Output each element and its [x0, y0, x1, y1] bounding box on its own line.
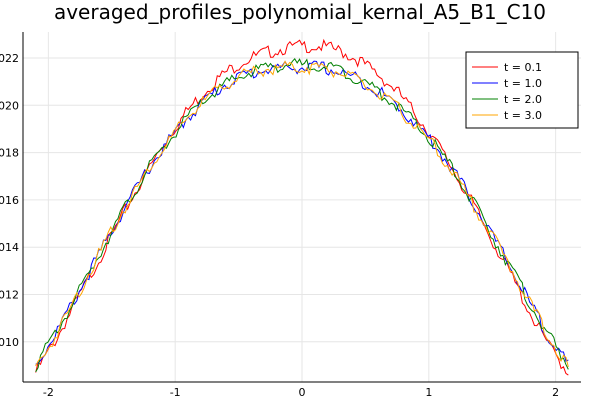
legend: t = 0.1 t = 1.0 t = 2.0 t = 3.0: [465, 51, 579, 129]
y-tick-label: 1.014: [0, 241, 19, 254]
series-line-4: [35, 60, 569, 368]
legend-label: t = 3.0: [504, 109, 542, 122]
x-tick-label: 0: [299, 386, 306, 399]
axes: [22, 32, 581, 383]
legend-label: t = 2.0: [504, 93, 542, 106]
tick-labels: -2 -1 0 1 2 1.010 1.012 1.014 1.016 1.018 1.020 1.0…: [0, 52, 559, 399]
series-line-1: [35, 38, 569, 376]
y-tick-label: 1.022: [0, 52, 19, 65]
y-tick-label: 1.010: [0, 336, 19, 349]
series-line-2: [35, 60, 569, 365]
chart-title: averaged_profiles_polynomial_kernal_A5_B…: [54, 0, 546, 24]
x-tick-label: -1: [170, 386, 181, 399]
legend-label: t = 0.1: [504, 61, 542, 74]
legend-label: t = 1.0: [504, 77, 542, 90]
x-tick-label: 2: [552, 386, 559, 399]
y-tick-label: 1.018: [0, 147, 19, 160]
x-tick-label: -2: [43, 386, 54, 399]
x-tick-label: 1: [425, 386, 432, 399]
y-tick-label: 1.016: [0, 194, 19, 207]
y-tick-label: 1.012: [0, 289, 19, 302]
y-tick-label: 1.020: [0, 99, 19, 112]
grid: [23, 32, 581, 382]
series-line-3: [35, 58, 569, 373]
series-lines: [35, 38, 569, 376]
